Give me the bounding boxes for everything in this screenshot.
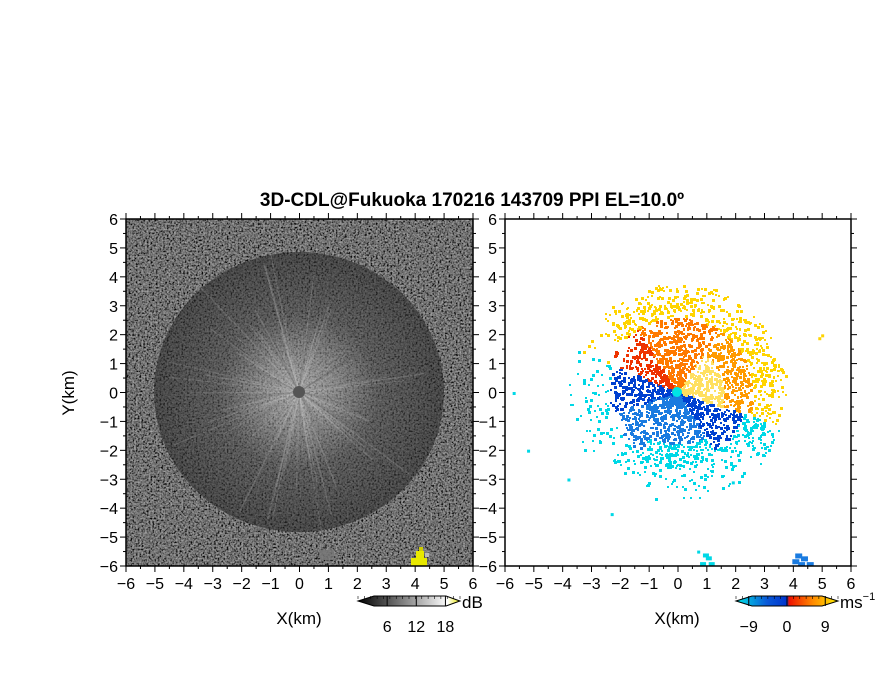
reflectivity-axes: −6 −5 −4 −3 −2 −1 0 1 2 3 4 5 6 −6 −5 −4 −3 −2 −1 0 1 2 3 4 5 6 (100, 212, 479, 593)
velocity-ytick-label: −4 (479, 501, 497, 518)
velocity-ytick-label: −5 (479, 530, 497, 547)
velocity-colorbar-unit: ms−1 (840, 591, 875, 612)
velocity-field (512, 285, 825, 566)
reflectivity-xlabel: X(km) (276, 609, 321, 628)
velocity-ytick-label: 5 (488, 241, 497, 258)
colorbar-tick-label: 6 (383, 619, 392, 636)
velocity-ytick-label: 1 (488, 357, 497, 374)
reflectivity-xtick-label: −1 (261, 576, 279, 593)
reflectivity-panel: −6 −5 −4 −3 −2 −1 0 1 2 3 4 5 6 −6 −5 −4 −3 −2 −1 0 1 2 3 4 5 6 X… (59, 212, 479, 628)
reflectivity-field (126, 219, 473, 566)
velocity-xtick-label: 4 (789, 576, 798, 593)
colorbar-tick-label: 12 (407, 619, 425, 636)
reflectivity-ytick-label: 6 (109, 212, 118, 229)
reflectivity-ylabel: Y(km) (59, 370, 78, 415)
velocity-xtick-label: −3 (582, 576, 600, 593)
reflectivity-xtick-label: 5 (440, 576, 449, 593)
reflectivity-colorbar: 6 12 18 dB (356, 593, 483, 636)
colorbar-tick-label: −9 (740, 619, 758, 636)
reflectivity-xtick-label: 1 (324, 576, 333, 593)
reflectivity-ytick-label: 0 (109, 386, 118, 403)
velocity-xtick-label: 0 (674, 576, 683, 593)
colorbar-tick-label: 18 (437, 619, 455, 636)
velocity-ytick-label: −6 (479, 559, 497, 576)
reflectivity-xtick-label: 6 (469, 576, 478, 593)
velocity-xtick-label: −6 (496, 576, 514, 593)
velocity-colorbar: −9 0 9 ms−1 (734, 591, 875, 636)
velocity-xtick-label: 3 (760, 576, 769, 593)
reflectivity-ytick-label: −3 (100, 472, 118, 489)
velocity-xtick-label: 5 (818, 576, 827, 593)
colorbar-tick-label: 0 (783, 619, 792, 636)
velocity-xtick-label: −2 (611, 576, 629, 593)
reflectivity-ytick-label: 5 (109, 241, 118, 258)
reflectivity-xtick-label: −5 (146, 576, 164, 593)
reflectivity-xtick-label: 0 (295, 576, 304, 593)
reflectivity-ytick-label: −6 (100, 559, 118, 576)
reflectivity-ytick-label: −1 (100, 414, 118, 431)
velocity-ytick-label: 3 (488, 299, 497, 316)
reflectivity-ytick-label: −2 (100, 443, 118, 460)
velocity-xtick-label: −1 (640, 576, 658, 593)
reflectivity-xtick-label: 3 (382, 576, 391, 593)
reflectivity-xtick-label: −3 (204, 576, 222, 593)
reflectivity-rays (154, 245, 431, 531)
reflectivity-xtick-label: −4 (175, 576, 193, 593)
reflectivity-xtick-label: −6 (117, 576, 135, 593)
reflectivity-ytick-label: −4 (100, 501, 118, 518)
velocity-xtick-label: 2 (731, 576, 740, 593)
echo-patch (320, 550, 334, 560)
reflectivity-colorbar-unit: dB (462, 593, 483, 612)
reflectivity-xtick-label: −2 (233, 576, 251, 593)
velocity-axes: −6 −5 −4 −3 −2 −1 0 1 2 3 4 5 6 −6 −5 −4 −3 −2 −1 0 1 2 3 4 5 6 (479, 212, 857, 593)
velocity-ytick-label: 0 (488, 386, 497, 403)
velocity-xtick-label: 6 (847, 576, 856, 593)
velocity-xlabel: X(km) (654, 609, 699, 628)
velocity-xtick-label: −5 (525, 576, 543, 593)
velocity-xtick-label: 1 (702, 576, 711, 593)
reflectivity-ytick-label: 2 (109, 328, 118, 345)
reflectivity-ytick-label: 3 (109, 299, 118, 316)
echo-yellow (411, 547, 429, 566)
reflectivity-ytick-label: 4 (109, 270, 118, 287)
velocity-ytick-label: 6 (488, 212, 497, 229)
velocity-ytick-label: 4 (488, 270, 497, 287)
reflectivity-xtick-label: 2 (353, 576, 362, 593)
radar-center (293, 386, 305, 398)
velocity-ytick-label: 2 (488, 328, 497, 345)
reflectivity-ytick-label: −5 (100, 530, 118, 547)
reflectivity-xtick-label: 4 (411, 576, 420, 593)
velocity-panel: −6 −5 −4 −3 −2 −1 0 1 2 3 4 5 6 −6 −5 −4 −3 −2 −1 0 1 2 3 4 5 6 X… (479, 212, 857, 628)
velocity-ytick-label: −3 (479, 472, 497, 489)
colorbar-tick-label: 9 (821, 619, 830, 636)
velocity-ytick-label: −2 (479, 443, 497, 460)
velocity-xtick-label: −4 (554, 576, 572, 593)
reflectivity-ytick-label: 1 (109, 357, 118, 374)
velocity-ytick-label: −1 (479, 414, 497, 431)
chart-title: 3D-CDL@Fukuoka 170216 143709 PPI EL=10.0… (260, 190, 684, 211)
